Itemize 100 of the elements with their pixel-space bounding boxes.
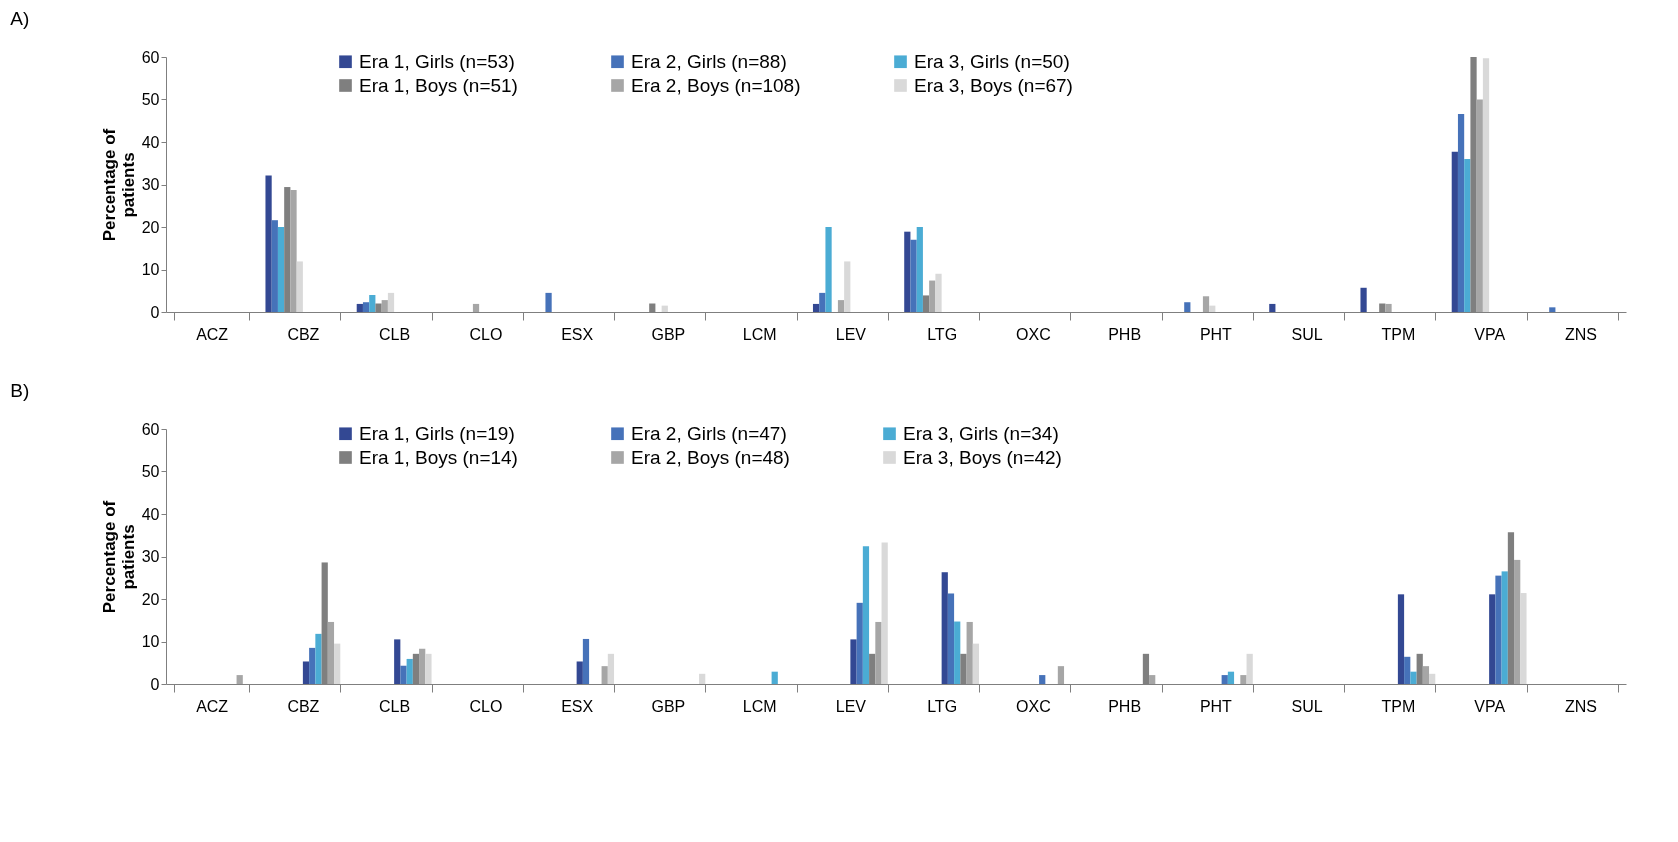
bar [966, 621, 973, 684]
legend-label: Era 3, Boys (n=42) [903, 446, 1062, 468]
bar [771, 671, 778, 684]
x-tick-label: PHT [1199, 325, 1233, 343]
x-tick-label: OXC [1016, 697, 1051, 715]
bar [1495, 575, 1502, 684]
y-tick-label: 50 [141, 463, 160, 480]
bar [1429, 673, 1436, 684]
bar [236, 675, 243, 684]
bar [1269, 303, 1276, 312]
y-tick-label: 20 [141, 590, 160, 608]
y-tick-label: 60 [141, 420, 160, 438]
bar [334, 643, 341, 684]
bar [1489, 594, 1496, 684]
legend-label: Era 3, Girls (n=34) [903, 422, 1059, 444]
bar [1149, 675, 1156, 684]
legend-label: Era 1, Boys (n=51) [359, 74, 518, 96]
bar [362, 302, 370, 312]
x-tick-label: CLO [469, 697, 503, 715]
bar [1360, 287, 1367, 312]
legend-label: Era 2, Boys (n=48) [631, 446, 790, 468]
y-tick-label: 30 [141, 176, 160, 193]
x-tick-label: PHT [1199, 697, 1233, 715]
bar [1549, 307, 1556, 312]
bar [1184, 302, 1191, 312]
bar [277, 227, 285, 312]
y-tick-label: 20 [141, 218, 160, 236]
x-tick-label: GBP [651, 697, 686, 715]
legend-label: Era 3, Boys (n=67) [914, 74, 1073, 96]
bar [265, 175, 272, 312]
x-tick-label: CBZ [287, 325, 320, 343]
bar [941, 572, 948, 684]
x-tick-label: ACZ [196, 697, 229, 715]
bar [1451, 151, 1458, 312]
x-tick-label: CLB [379, 697, 411, 715]
bar [1202, 296, 1210, 312]
bar [1057, 666, 1065, 684]
y-tick-label: 10 [141, 261, 160, 278]
bar [309, 647, 316, 684]
bar [1385, 303, 1392, 312]
bar [1410, 671, 1417, 684]
bar [844, 261, 851, 312]
x-tick-label: CLB [379, 325, 411, 343]
x-tick-label: ZNS [1564, 697, 1597, 715]
bar [271, 220, 278, 312]
bar [1209, 305, 1216, 312]
chart-title: B) [10, 380, 30, 401]
bar [576, 661, 583, 684]
bar [296, 261, 303, 312]
y-tick-label: 0 [150, 675, 160, 693]
x-tick-label: LCM [742, 325, 777, 343]
bar [972, 643, 980, 684]
x-tick-label: LEV [835, 697, 867, 715]
bar [394, 639, 401, 684]
bar [935, 273, 942, 312]
bar [387, 292, 395, 312]
x-tick-label: CLO [469, 325, 503, 343]
bar [425, 653, 432, 684]
legend-label: Era 2, Girls (n=47) [631, 422, 787, 444]
bar [419, 648, 426, 684]
y-tick-label: 50 [141, 91, 160, 108]
bar [472, 303, 480, 312]
x-tick-label: LEV [835, 325, 867, 343]
bar [290, 190, 297, 312]
x-tick-label: LCM [742, 697, 777, 715]
bar [1464, 159, 1471, 312]
bar [1482, 58, 1490, 312]
x-tick-label: PHB [1108, 325, 1142, 343]
x-tick-label: LTG [927, 325, 958, 343]
bar [699, 673, 706, 684]
legend-label: Era 3, Girls (n=50) [914, 50, 1070, 72]
x-tick-label: ESX [561, 697, 594, 715]
bar [929, 280, 936, 312]
bar [850, 639, 857, 684]
legend-label: Era 1, Boys (n=14) [359, 446, 518, 468]
bar [400, 665, 407, 684]
x-tick-label: SUL [1291, 325, 1323, 343]
bar [947, 593, 955, 684]
bar [1514, 559, 1521, 684]
bar [369, 295, 376, 312]
legend-label: Era 2, Boys (n=108) [631, 74, 801, 96]
bar [1404, 656, 1411, 684]
bar [545, 292, 552, 312]
y-tick-label: 0 [150, 303, 160, 321]
x-tick-label: VPA [1474, 697, 1506, 715]
bar [406, 658, 413, 684]
x-tick-label: TPM [1381, 325, 1416, 343]
x-tick-label: VPA [1474, 325, 1506, 343]
bar [862, 546, 870, 684]
chart-title: A) [10, 8, 30, 29]
legend-label: Era 2, Girls (n=88) [631, 50, 787, 72]
bar [327, 621, 335, 684]
bar [1476, 99, 1483, 312]
bar [812, 303, 820, 312]
bar [661, 305, 668, 312]
bar [1520, 593, 1527, 684]
bar [356, 303, 363, 312]
bar [875, 621, 882, 684]
legend-label: Era 1, Girls (n=19) [359, 422, 515, 444]
x-tick-label: ACZ [196, 325, 229, 343]
